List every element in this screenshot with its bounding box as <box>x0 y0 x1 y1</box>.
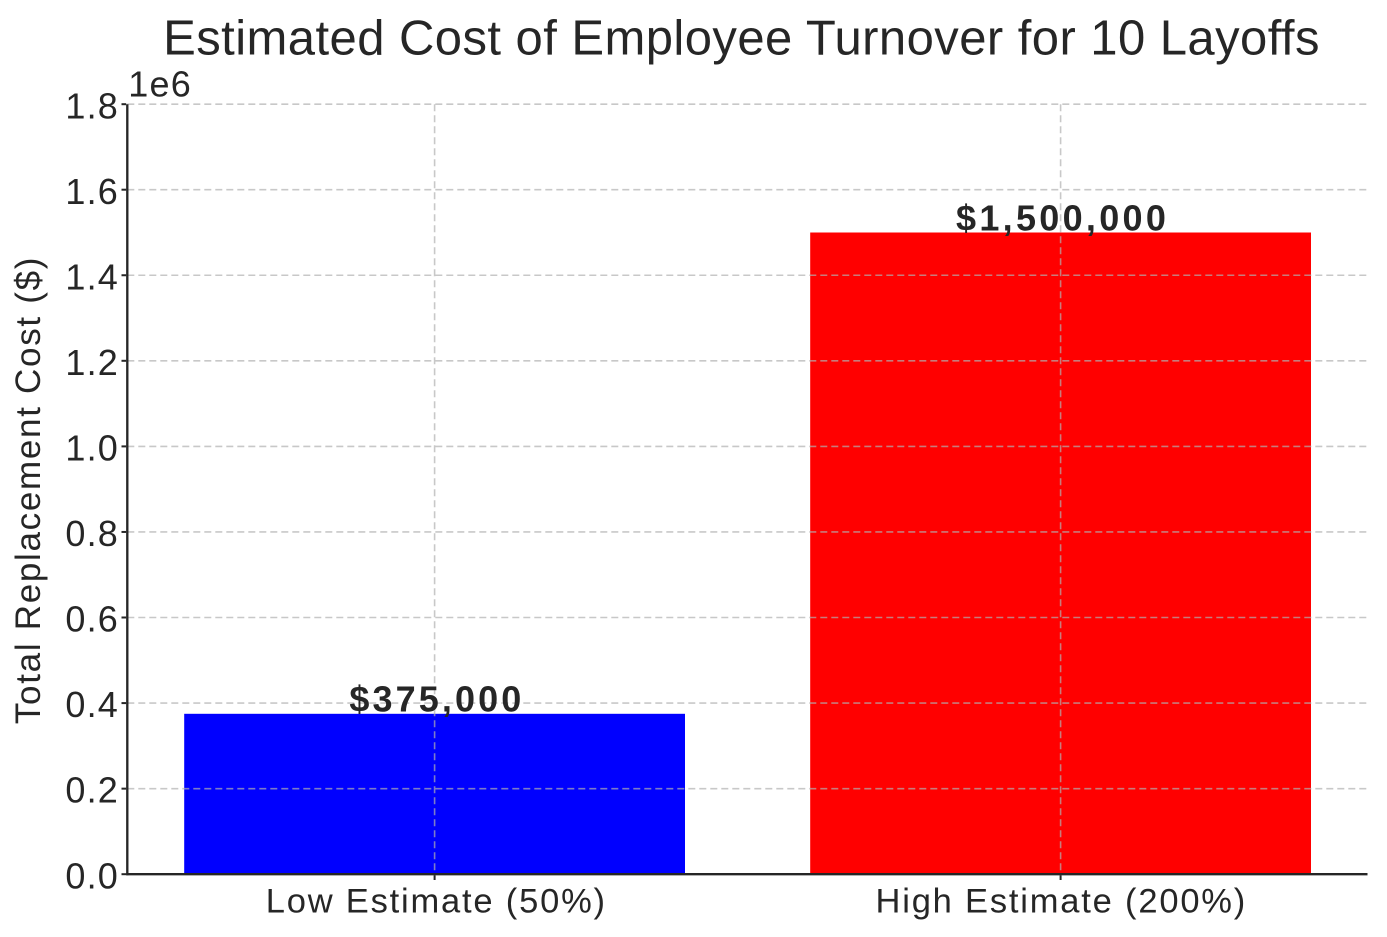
svg-text:1.0: 1.0 <box>65 428 119 469</box>
svg-text:Estimated Cost of Employee Tur: Estimated Cost of Employee Turnover for … <box>163 12 1320 66</box>
svg-text:0.0: 0.0 <box>65 855 119 896</box>
svg-text:Low Estimate (50%): Low Estimate (50%) <box>266 882 607 920</box>
svg-text:0.8: 0.8 <box>65 513 119 554</box>
svg-text:High Estimate (200%): High Estimate (200%) <box>876 882 1248 920</box>
svg-text:1.8: 1.8 <box>65 85 119 126</box>
svg-text:$375,000: $375,000 <box>349 679 524 720</box>
svg-text:1.6: 1.6 <box>65 171 119 212</box>
svg-text:Total Replacement Cost ($): Total Replacement Cost ($) <box>9 256 48 724</box>
svg-text:1.2: 1.2 <box>65 342 119 383</box>
svg-text:1e6: 1e6 <box>128 64 192 105</box>
svg-text:0.4: 0.4 <box>65 684 119 725</box>
svg-text:$1,500,000: $1,500,000 <box>956 198 1169 239</box>
svg-text:0.2: 0.2 <box>65 770 119 811</box>
svg-text:1.4: 1.4 <box>65 256 119 297</box>
svg-text:0.6: 0.6 <box>65 599 119 640</box>
